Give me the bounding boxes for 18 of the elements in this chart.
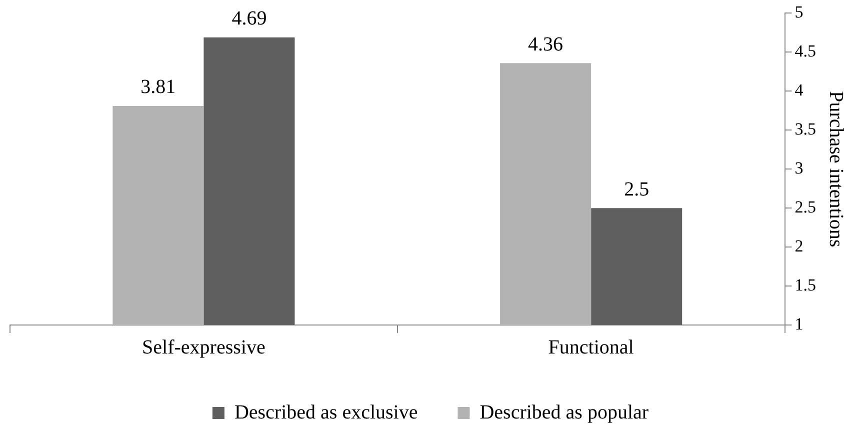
x-tick-label: Self-expressive — [142, 336, 266, 358]
legend-label: Described as popular — [480, 401, 649, 424]
y-tick-label: 5 — [794, 2, 804, 22]
x-tick-label: Functional — [548, 336, 634, 358]
y-tick-label: 4.5 — [794, 42, 816, 61]
y-tick-label: 3 — [794, 158, 804, 178]
y-tick-label: 1.5 — [794, 275, 816, 294]
y-tick-label: 3.5 — [794, 120, 816, 139]
data-label: 3.81 — [140, 76, 176, 98]
data-label: 4.69 — [232, 8, 267, 30]
y-axis-title: Purchase intentions — [824, 91, 847, 248]
legend-label: Described as exclusive — [234, 401, 418, 424]
y-tick-label: 1 — [794, 314, 804, 334]
y-tick-label: 2.5 — [794, 198, 816, 217]
y-tick-label: 2 — [794, 236, 804, 256]
data-label: 4.36 — [528, 33, 564, 56]
y-tick-label: 4 — [794, 80, 804, 100]
data-label: 2.5 — [624, 178, 650, 200]
